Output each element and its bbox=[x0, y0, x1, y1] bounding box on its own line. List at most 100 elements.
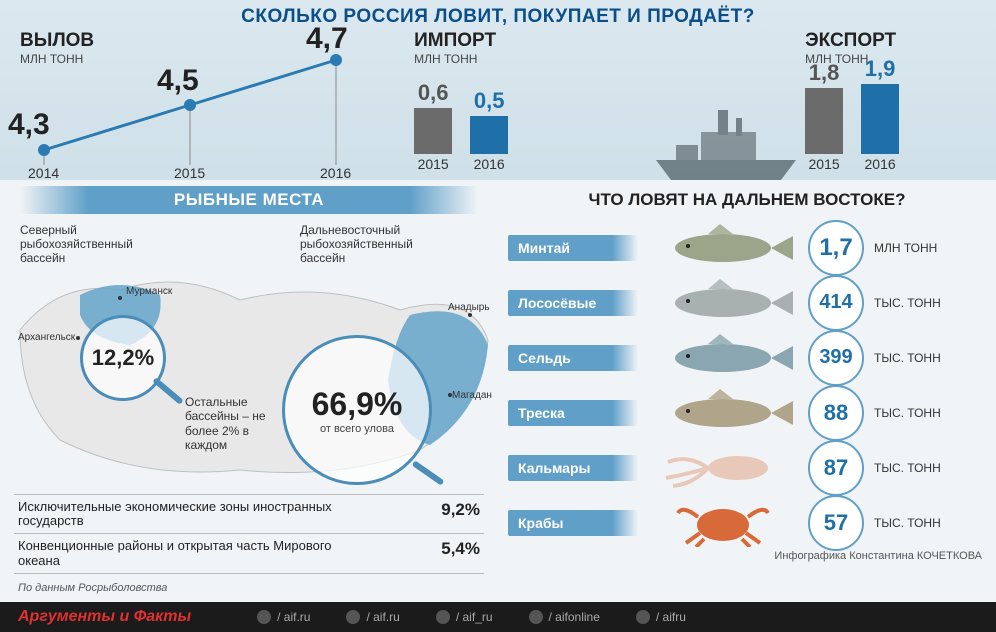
fish-name-5: Крабы bbox=[508, 510, 638, 536]
fish-value-1: 414 bbox=[808, 275, 864, 331]
catch-value-2015: 4,5 bbox=[157, 64, 199, 98]
fish-unit-0: МЛН ТОНН bbox=[874, 241, 954, 255]
east-basin-label: Дальневосточный рыбохозяйственный бассей… bbox=[300, 224, 460, 265]
north-pct-value: 12,2% bbox=[92, 345, 154, 371]
import-bar-rect-2016 bbox=[470, 116, 508, 154]
fish-unit-5: ТЫС. ТОНН bbox=[874, 516, 954, 530]
lower-section: РЫБНЫЕ МЕСТА Северный рыбохозяйственный … bbox=[0, 186, 996, 596]
zone-pct-1: 5,4% bbox=[441, 539, 480, 568]
import-block: ИМПОРТ МЛН ТОНН 0,6 2015 0,5 2016 bbox=[414, 30, 605, 180]
fish-row-2: Сельдь 399 ТЫС. ТОНН bbox=[508, 330, 982, 385]
fish-value-5: 57 bbox=[808, 495, 864, 551]
city-magadan: Магадан bbox=[452, 390, 492, 401]
import-subtitle: МЛН ТОНН bbox=[414, 52, 605, 66]
zone-row-1: Конвенционные районы и открытая часть Ми… bbox=[14, 533, 484, 574]
city-arkhangelsk: Архангельск bbox=[18, 332, 75, 343]
fish-image-2 bbox=[648, 334, 798, 382]
zone-pct-0: 9,2% bbox=[441, 500, 480, 529]
import-year-2015: 2015 bbox=[418, 156, 449, 172]
aif-logo: Аргументы и Факты bbox=[18, 608, 191, 626]
fish-value-3: 88 bbox=[808, 385, 864, 441]
zone-rows: Исключительные экономические зоны иностр… bbox=[14, 494, 484, 574]
fish-row-0: Минтай 1,7 МЛН ТОНН bbox=[508, 220, 982, 275]
fish-name-0: Минтай bbox=[508, 235, 638, 261]
map-section-title: РЫБНЫЕ МЕСТА bbox=[20, 186, 478, 214]
fish-name-3: Треска bbox=[508, 400, 638, 426]
export-bars: 1,8 2015 1,9 2016 bbox=[805, 56, 899, 172]
footer-bar: Аргументы и Факты / aif.ru / aif.ru / aif_… bbox=[0, 602, 996, 632]
import-bars: 0,6 2015 0,5 2016 bbox=[414, 80, 508, 172]
fish-value-2: 399 bbox=[808, 330, 864, 386]
east-pct-sub: от всего улова bbox=[320, 423, 394, 435]
import-bar-2015: 0,6 2015 bbox=[414, 80, 452, 172]
import-bar-rect-2015 bbox=[414, 108, 452, 154]
city-anadyr: Анадырь bbox=[448, 302, 490, 313]
globe-icon bbox=[257, 610, 271, 624]
fish-name-4: Кальмары bbox=[508, 455, 638, 481]
crab-icon bbox=[648, 499, 798, 547]
footer-item-4[interactable]: / aifru bbox=[636, 610, 686, 624]
fish-list: Минтай1,7МЛН ТОННЛососёвые414ТЫС. ТОННСе… bbox=[498, 220, 996, 550]
export-value-2016: 1,9 bbox=[865, 56, 896, 82]
source-note: По данным Росрыболовства bbox=[18, 582, 167, 594]
catch-value-2014: 4,3 bbox=[8, 108, 50, 142]
export-block: ЭКСПОРТ МЛН ТОНН 1,8 2015 1,9 2016 bbox=[805, 30, 996, 180]
zone-label-0: Исключительные экономические зоны иностр… bbox=[18, 500, 358, 529]
export-value-2015: 1,8 bbox=[809, 60, 840, 86]
zone-row-0: Исключительные экономические зоны иностр… bbox=[14, 494, 484, 534]
footer-text-0: / aif.ru bbox=[277, 610, 310, 624]
twitter-icon bbox=[529, 610, 543, 624]
east-pct-value: 66,9% bbox=[312, 386, 403, 423]
other-basins-note: Остальные бассейны – не более 2% в каждо… bbox=[185, 395, 285, 453]
fish-image-1 bbox=[648, 279, 798, 327]
fish-section-title: ЧТО ЛОВЯТ НА ДАЛЬНЕМ ВОСТОКЕ? bbox=[498, 186, 996, 220]
fish-row-3: Треска 88 ТЫС. ТОНН bbox=[508, 385, 982, 440]
import-value-2016: 0,5 bbox=[474, 88, 505, 114]
fish-column: ЧТО ЛОВЯТ НА ДАЛЬНЕМ ВОСТОКЕ? Минтай1,7М… bbox=[498, 186, 996, 596]
import-year-2016: 2016 bbox=[474, 156, 505, 172]
export-title: ЭКСПОРТ bbox=[805, 30, 996, 52]
map-wrap: Северный рыбохозяйственный бассейн Дальн… bbox=[0, 220, 498, 515]
fish-unit-3: ТЫС. ТОНН bbox=[874, 406, 954, 420]
fish-image-5 bbox=[648, 499, 798, 547]
fish-value-4: 87 bbox=[808, 440, 864, 496]
import-title: ИМПОРТ bbox=[414, 30, 605, 52]
fish-row-5: Крабы 57 ТЫС. ТОНН bbox=[508, 495, 982, 550]
catch-value-2016: 4,7 bbox=[306, 22, 348, 56]
top-stats-row: ВЫЛОВ МЛН ТОНН 4,3 4,5 4,7 2014 2015 201… bbox=[0, 30, 996, 180]
fish-icon bbox=[648, 334, 798, 382]
fish-icon bbox=[648, 279, 798, 327]
north-pct-circle: 12,2% bbox=[80, 315, 166, 401]
footer-text-1: / aif.ru bbox=[366, 610, 399, 624]
fish-value-0: 1,7 bbox=[808, 220, 864, 276]
ship-icon bbox=[646, 90, 806, 190]
catch-year-2014: 2014 bbox=[28, 165, 59, 181]
footer-text-3: / aifonline bbox=[549, 610, 600, 624]
catch-year-2016: 2016 bbox=[320, 165, 351, 181]
ok-icon bbox=[636, 610, 650, 624]
footer-text-2: / aif_ru bbox=[456, 610, 493, 624]
fish-icon bbox=[648, 389, 798, 437]
infographic-credit: Инфографика Константина КОЧЕТКОВА bbox=[774, 550, 982, 562]
zone-label-1: Конвенционные районы и открытая часть Ми… bbox=[18, 539, 358, 568]
east-pct-circle: 66,9% от всего улова bbox=[282, 335, 432, 485]
fish-unit-2: ТЫС. ТОНН bbox=[874, 351, 954, 365]
import-value-2015: 0,6 bbox=[418, 80, 449, 106]
export-year-2016: 2016 bbox=[865, 156, 896, 172]
footer-item-1[interactable]: / aif.ru bbox=[346, 610, 399, 624]
footer-item-0[interactable]: / aif.ru bbox=[257, 610, 310, 624]
footer-item-2[interactable]: / aif_ru bbox=[436, 610, 493, 624]
catch-block: ВЫЛОВ МЛН ТОНН 4,3 4,5 4,7 2014 2015 201… bbox=[0, 30, 354, 180]
export-bar-2016: 1,9 2016 bbox=[861, 56, 899, 172]
map-column: РЫБНЫЕ МЕСТА Северный рыбохозяйственный … bbox=[0, 186, 498, 596]
fish-image-4 bbox=[648, 444, 798, 492]
facebook-icon bbox=[346, 610, 360, 624]
city-murmansk: Мурманск bbox=[126, 286, 172, 297]
north-basin-label: Северный рыбохозяйственный бассейн bbox=[20, 224, 170, 265]
fish-name-2: Сельдь bbox=[508, 345, 638, 371]
fish-unit-4: ТЫС. ТОНН bbox=[874, 461, 954, 475]
fish-image-0 bbox=[648, 224, 798, 272]
fish-row-1: Лососёвые414ТЫС. ТОНН bbox=[508, 275, 982, 330]
export-bar-2015: 1,8 2015 bbox=[805, 60, 843, 172]
footer-item-3[interactable]: / aifonline bbox=[529, 610, 600, 624]
